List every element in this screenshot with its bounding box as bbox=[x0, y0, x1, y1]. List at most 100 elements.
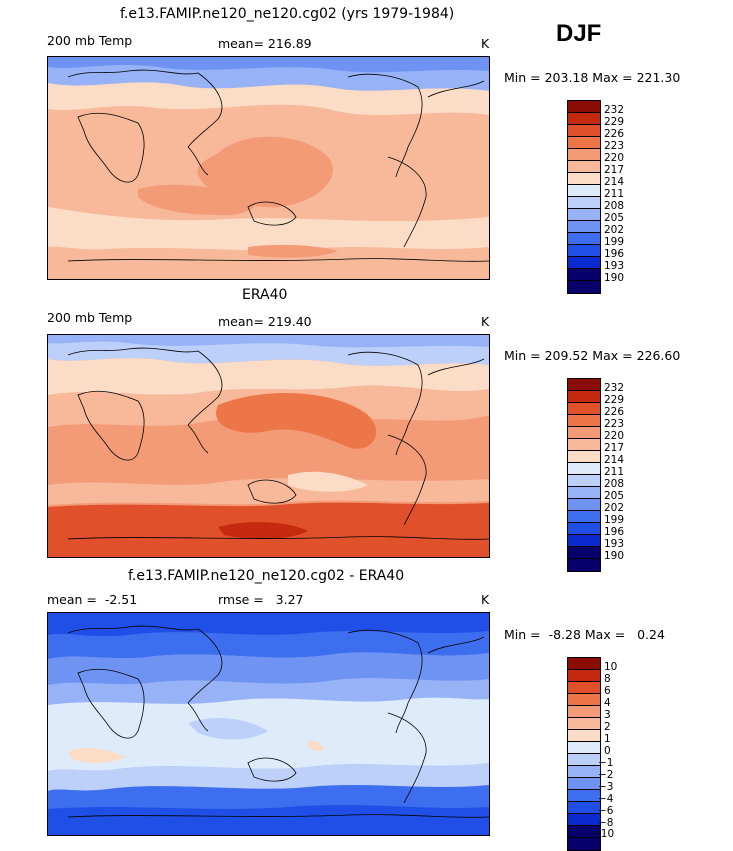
panel1-tick: 220 bbox=[604, 153, 624, 164]
panel2-swatch bbox=[568, 547, 600, 559]
panel2-tick: 196 bbox=[604, 527, 624, 538]
panel2-swatch bbox=[568, 463, 600, 475]
panel2-tick: 193 bbox=[604, 539, 624, 550]
panel2-tick: 199 bbox=[604, 515, 624, 526]
panel3-map bbox=[47, 612, 490, 836]
panel1-tick: 232 bbox=[604, 105, 624, 116]
panel1-map bbox=[47, 56, 490, 280]
panel1-swatch bbox=[568, 281, 600, 293]
panel2-tick: 223 bbox=[604, 419, 624, 430]
panel2-swatch bbox=[568, 499, 600, 511]
panel2-colorbar bbox=[567, 378, 601, 572]
panel1-swatch bbox=[568, 197, 600, 209]
panel3-tick: −6 bbox=[598, 806, 613, 817]
panel2-tick: 202 bbox=[604, 503, 624, 514]
panel1-tick: 196 bbox=[604, 249, 624, 260]
panel1-swatch bbox=[568, 233, 600, 245]
panel3-tick: −1 bbox=[598, 758, 613, 769]
panel3-tick: 6 bbox=[604, 686, 611, 697]
panel3-title: f.e13.FAMIP.ne120_ne120.cg02 - ERA40 bbox=[128, 568, 404, 584]
panel3-tick: 3 bbox=[604, 710, 611, 721]
panel1-title: f.e13.FAMIP.ne120_ne120.cg02 (yrs 1979-1… bbox=[120, 6, 454, 22]
panel3-tick: 0 bbox=[604, 746, 611, 757]
panel1-swatch bbox=[568, 221, 600, 233]
panel3-units: K bbox=[481, 592, 489, 607]
panel1-tick: 211 bbox=[604, 189, 624, 200]
panel2-swatch bbox=[568, 535, 600, 547]
panel1-swatch bbox=[568, 257, 600, 269]
panel2-title: ERA40 bbox=[242, 287, 287, 303]
panel1-colorbar bbox=[567, 100, 601, 294]
panel2-tick: 214 bbox=[604, 455, 624, 466]
panel1-contours bbox=[48, 57, 489, 279]
panel2-swatch bbox=[568, 523, 600, 535]
panel1-tick: 229 bbox=[604, 117, 624, 128]
panel1-tick: 214 bbox=[604, 177, 624, 188]
panel3-tick: 10 bbox=[604, 662, 617, 673]
panel2-swatch bbox=[568, 415, 600, 427]
panel3-swatch bbox=[568, 766, 600, 778]
panel1-swatch bbox=[568, 161, 600, 173]
panel2-left-label: 200 mb Temp bbox=[47, 310, 132, 325]
panel2-tick: 208 bbox=[604, 479, 624, 490]
panel3-swatch bbox=[568, 754, 600, 766]
panel1-tick: 208 bbox=[604, 201, 624, 212]
panel2-swatch bbox=[568, 451, 600, 463]
panel3-swatch bbox=[568, 778, 600, 790]
panel1-tick: 193 bbox=[604, 261, 624, 272]
panel2-tick: 226 bbox=[604, 407, 624, 418]
panel3-swatch bbox=[568, 718, 600, 730]
panel3-left-label: mean = -2.51 bbox=[47, 592, 137, 607]
panel2-center-label: mean= 219.40 bbox=[218, 314, 312, 329]
panel3-tick: 1 bbox=[604, 734, 611, 745]
panel2-tick: 220 bbox=[604, 431, 624, 442]
panel3-tick: 4 bbox=[604, 698, 611, 709]
panel2-map bbox=[47, 334, 490, 558]
panel2-tick: 217 bbox=[604, 443, 624, 454]
panel3-swatch bbox=[568, 694, 600, 706]
panel3-contours bbox=[48, 613, 489, 835]
panel2-swatch bbox=[568, 379, 600, 391]
panel2-swatch bbox=[568, 487, 600, 499]
panel2-swatch bbox=[568, 475, 600, 487]
panel3-swatch bbox=[568, 730, 600, 742]
panel3-colorbar bbox=[567, 657, 601, 851]
panel1-center-label: mean= 216.89 bbox=[218, 36, 312, 51]
panel1-tick: 202 bbox=[604, 225, 624, 236]
panel2-minmax: Min = 209.52 Max = 226.60 bbox=[504, 348, 680, 363]
panel1-swatch bbox=[568, 149, 600, 161]
panel2-swatch bbox=[568, 391, 600, 403]
panel2-units: K bbox=[481, 314, 489, 329]
panel2-swatch bbox=[568, 403, 600, 415]
panel1-tick: 190 bbox=[604, 273, 624, 284]
season-label: DJF bbox=[556, 20, 601, 48]
panel2-tick: 229 bbox=[604, 395, 624, 406]
panel1-swatch bbox=[568, 269, 600, 281]
panel1-minmax: Min = 203.18 Max = 221.30 bbox=[504, 70, 680, 85]
panel3-tick: 8 bbox=[604, 674, 611, 685]
panel1-swatch bbox=[568, 185, 600, 197]
panel3-swatch bbox=[568, 742, 600, 754]
panel2-tick: 211 bbox=[604, 467, 624, 478]
panel3-swatch bbox=[568, 706, 600, 718]
panel2-tick: 190 bbox=[604, 551, 624, 562]
panel3-minmax: Min = -8.28 Max = 0.24 bbox=[504, 627, 665, 642]
panel1-left-label: 200 mb Temp bbox=[47, 33, 132, 48]
panel1-swatch bbox=[568, 113, 600, 125]
panel3-tick: −2 bbox=[598, 770, 613, 781]
panel3-swatch bbox=[568, 658, 600, 670]
panel2-swatch bbox=[568, 439, 600, 451]
panel3-tick: −10 bbox=[592, 829, 614, 840]
panel2-swatch bbox=[568, 559, 600, 571]
panel1-swatch bbox=[568, 137, 600, 149]
panel2-swatch bbox=[568, 427, 600, 439]
panel2-tick: 232 bbox=[604, 383, 624, 394]
panel3-swatch bbox=[568, 682, 600, 694]
panel1-swatch bbox=[568, 209, 600, 221]
panel1-tick: 205 bbox=[604, 213, 624, 224]
panel3-swatch bbox=[568, 814, 600, 826]
panel1-swatch bbox=[568, 173, 600, 185]
panel1-swatch bbox=[568, 245, 600, 257]
panel3-center-label: rmse = 3.27 bbox=[218, 592, 304, 607]
panel1-tick: 199 bbox=[604, 237, 624, 248]
